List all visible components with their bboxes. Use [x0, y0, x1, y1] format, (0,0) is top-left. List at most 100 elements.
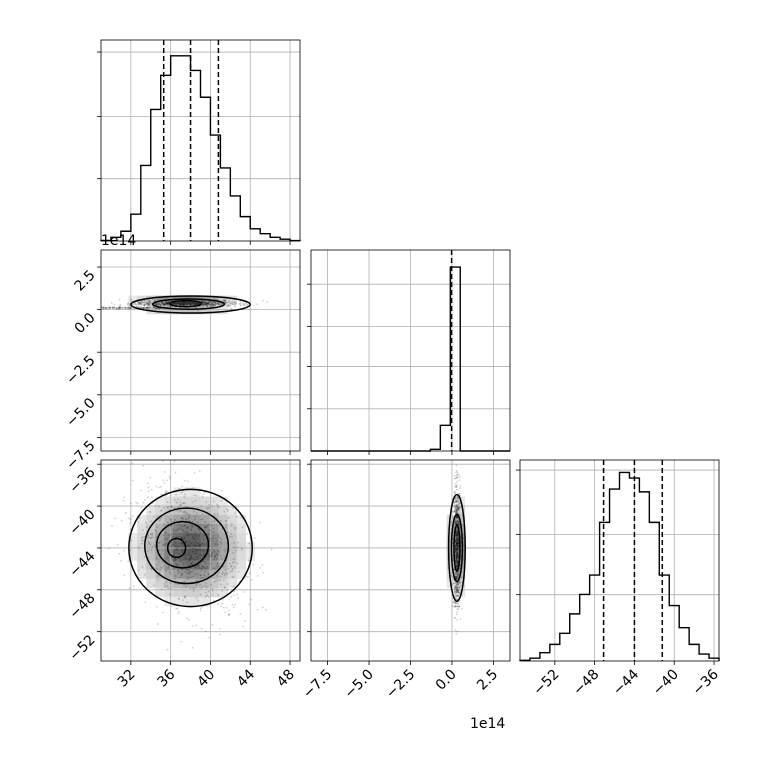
scatter-3v2-scatter-point [453, 474, 456, 477]
scatter-3v1-density-cell [191, 533, 201, 543]
scatter-3v2-scatter-point [454, 550, 457, 553]
scatter-3v1-scatter-point [173, 519, 176, 521]
scatter-3v1-scatter-point [225, 519, 228, 522]
scatter-3v1-scatter-point [187, 480, 190, 483]
scatter-2v1-scatter-point [213, 303, 215, 306]
scatter-3v1-scatter-point [200, 518, 202, 521]
scatter-3v2-scatter-point [459, 513, 461, 516]
scatter-3v2-scatter-point [456, 547, 459, 549]
scatter-2v1-scatter-point [218, 303, 221, 306]
scatter-3v2-scatter-point [455, 543, 458, 546]
scatter-2v1-scatter-point [181, 303, 184, 306]
scatter-3v1-scatter-point [179, 527, 182, 530]
scatter-3v2-scatter-point [457, 571, 459, 574]
scatter-3v1-scatter-point [191, 550, 194, 553]
scatter-3v1-scatter-point [196, 556, 199, 559]
scatter-3v1-scatter-point [176, 563, 178, 565]
scatter-3v1-density-cell [173, 487, 183, 497]
scatter-3v1-density-cell [200, 523, 210, 534]
scatter-3v2-scatter-point [456, 536, 459, 539]
scatter-2v1-scatter-point [173, 303, 175, 305]
scatter-3v1-contour-3 [155, 521, 210, 569]
scatter-3v1-scatter-point [123, 574, 126, 577]
scatter-2v1-contour-1 [130, 295, 252, 314]
scatter-3v1-scatter-point [197, 563, 200, 566]
hist-3-xtick-label: −44 [610, 666, 642, 698]
scatter-3v1-scatter-point [248, 542, 251, 545]
scatter-3v1-density-cell [173, 560, 183, 570]
scatter-3v1-scatter-point [140, 489, 142, 492]
scatter-3v1-scatter-point [182, 502, 185, 504]
scatter-3v1-scatter-point [192, 552, 195, 555]
scatter-2v1-scatter-point [113, 303, 116, 306]
scatter-3v2-scatter-point [454, 594, 456, 597]
scatter-2v1-scatter-point [242, 303, 245, 306]
scatter-3v1-scatter-point [201, 585, 204, 588]
scatter-3v2-scatter-point [455, 562, 458, 564]
scatter-3v2-scatter-point [453, 521, 456, 523]
scatter-3v1-scatter-point [189, 547, 191, 549]
scatter-3v1-scatter-point [247, 559, 250, 562]
scatter-2v1-scatter-point [212, 301, 215, 304]
scatter-3v1-scatter-point [135, 501, 138, 504]
scatter-2v1-scatter-point [125, 306, 127, 309]
scatter-2v1-scatter-point [190, 303, 193, 306]
scatter-2v1-scatter-point [203, 301, 206, 304]
scatter-3v2-scatter-point [453, 510, 456, 513]
scatter-2v1-scatter-point [205, 303, 208, 305]
scatter-3v1-scatter-point [261, 564, 264, 566]
scatter-3v1-scatter-point [146, 536, 149, 539]
scatter-3v1-scatter-point [193, 494, 195, 497]
scatter-2v1-scatter-point [194, 303, 197, 306]
scatter-3v1-scatter-point [206, 525, 208, 528]
scatter-3v1-scatter-point [192, 557, 194, 560]
scatter-2v1-scatter-point [148, 301, 151, 303]
scatter-3v2-scatter-point [455, 534, 458, 537]
scatter-3v1-scatter-point [190, 576, 192, 579]
scatter-3v1-scatter-point [154, 529, 157, 532]
scatter-3v2-scatter-point [454, 541, 457, 543]
scatter-3v1-scatter-point [175, 501, 178, 504]
scatter-3v2-scatter-point [456, 584, 459, 586]
scatter-3v1-scatter-point [173, 499, 176, 501]
scatter-2v1-scatter-point [115, 308, 118, 310]
scatter-3v1-scatter-point [177, 498, 179, 501]
scatter-2v1-scatter-point [183, 302, 186, 305]
scatter-3v1-scatter-point [129, 528, 132, 531]
scatter-2v1-scatter-point [191, 303, 194, 306]
scatter-3v2-scatter-point [455, 515, 458, 518]
scatter-3v1-scatter-point [213, 556, 216, 558]
scatter-2v1-scatter-point [158, 302, 161, 305]
scatter-3v1-scatter-point [164, 569, 167, 572]
scatter-2v1-scatter-point [190, 304, 192, 307]
scatter-3v2-scatter-point [457, 576, 459, 578]
scatter-3v2-scatter-point [457, 545, 460, 548]
scatter-3v2-scatter-point [454, 573, 457, 576]
scatter-2v1-scatter-point [111, 306, 114, 309]
scatter-3v2-scatter-point [456, 544, 459, 547]
scatter-2v1-scatter-point [157, 308, 160, 310]
scatter-2v1-scatter-point [179, 303, 182, 306]
scatter-2v1-scatter-point [195, 302, 198, 305]
scatter-3v1-scatter-point [131, 479, 134, 482]
scatter-3v1-scatter-point [163, 471, 166, 473]
scatter-3v2-scatter-point [454, 497, 457, 500]
scatter-2v1-scatter-point [186, 303, 189, 305]
scatter-3v1-scatter-point [175, 493, 177, 496]
scatter-3v1-scatter-point [194, 573, 197, 575]
scatter-3v1-scatter-point [206, 565, 209, 568]
scatter-2v1-scatter-point [164, 304, 167, 306]
scatter-3v1-scatter-point [180, 640, 183, 643]
scatter-3v1-scatter-point [199, 609, 202, 612]
scatter-2v1-scatter-point [202, 301, 204, 303]
scatter-3v2-scatter-point [457, 503, 460, 505]
scatter-3v1-scatter-point [175, 552, 178, 554]
scatter-3v2-scatter-point [455, 562, 458, 565]
scatter-3v1-scatter-point [191, 525, 194, 528]
scatter-3v1-scatter-point [223, 587, 226, 589]
scatter-2v1-scatter-point [217, 302, 219, 304]
scatter-3v1-density-cell [164, 569, 174, 580]
scatter-2v1-scatter-point [203, 303, 206, 305]
scatter-3v2-scatter-point [454, 534, 457, 537]
scatter-3v2-scatter-point [457, 545, 460, 548]
